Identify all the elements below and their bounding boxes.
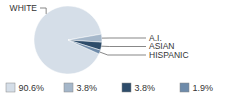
svg-text:HISPANIC: HISPANIC — [149, 50, 189, 60]
svg-text:WHITE: WHITE — [10, 3, 38, 13]
svg-text:3.8%: 3.8% — [77, 83, 98, 93]
svg-text:90.6%: 90.6% — [19, 83, 45, 93]
svg-text:ASIAN: ASIAN — [149, 41, 175, 52]
svg-text:1.9%: 1.9% — [193, 83, 214, 93]
svg-text:3.8%: 3.8% — [135, 83, 156, 93]
svg-text:A.I.: A.I. — [149, 33, 162, 43]
